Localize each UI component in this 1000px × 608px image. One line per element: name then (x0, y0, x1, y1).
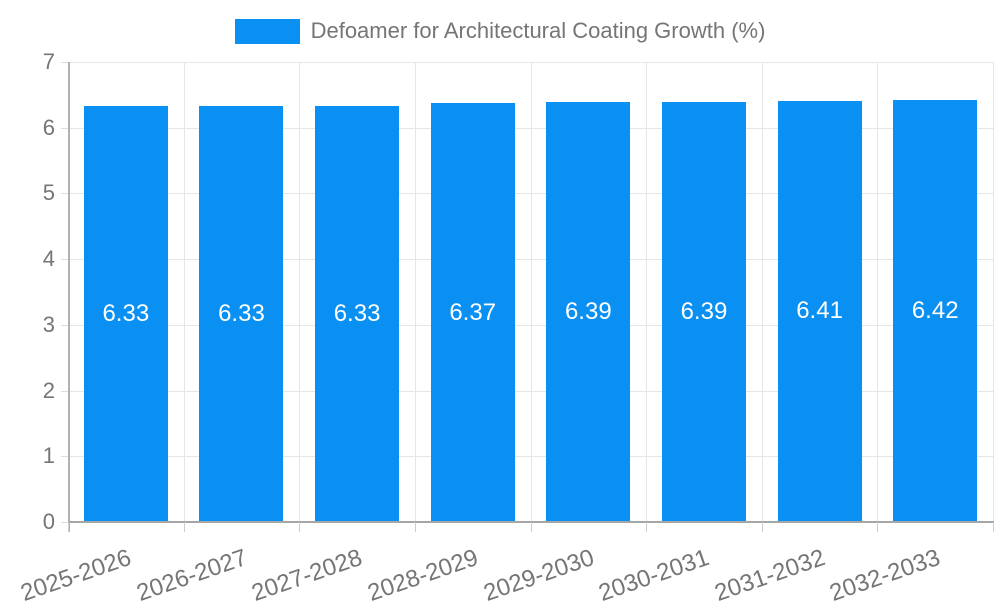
gridline-vertical (183, 62, 185, 522)
y-axis-tick (61, 193, 68, 195)
x-tick-label: 2028-2029 (364, 544, 482, 607)
y-tick-label: 5 (42, 180, 55, 206)
bar[interactable]: 6.37 (430, 103, 515, 522)
y-tick-label: 4 (42, 246, 55, 272)
x-axis-tick (414, 522, 416, 532)
x-axis-tick (646, 522, 648, 532)
gridline-vertical (761, 62, 763, 522)
bar[interactable]: 6.39 (546, 102, 631, 522)
x-axis-tick (68, 522, 69, 532)
y-axis-line (68, 62, 70, 532)
legend-label: Defoamer for Architectural Coating Growt… (310, 18, 766, 43)
x-tick-label: 2029-2030 (479, 544, 598, 607)
bar[interactable]: 6.41 (777, 100, 862, 522)
plot-area: 6.33 6.33 6.33 6.37 6.39 6.39 6.41 6.42 (68, 62, 994, 523)
y-axis-tick (61, 127, 68, 129)
legend-swatch (234, 18, 300, 44)
y-axis-tick (61, 390, 68, 392)
gridline-vertical (993, 62, 994, 522)
x-axis-labels: 2025-2026 2026-2027 2027-2028 2028-2029 2029… (0, 522, 1000, 607)
bar[interactable]: 6.39 (661, 102, 746, 522)
bar-value-label: 6.39 (564, 298, 612, 326)
y-tick-label: 6 (42, 114, 55, 140)
bar[interactable]: 6.33 (83, 106, 168, 522)
bar[interactable]: 6.42 (893, 100, 978, 522)
x-axis-tick (530, 522, 532, 532)
bar-value-label: 6.39 (680, 298, 728, 326)
bar-value-label: 6.41 (796, 297, 843, 325)
y-axis-tick (61, 456, 68, 458)
gridline-vertical (646, 62, 648, 522)
x-axis-tick (299, 522, 301, 532)
x-axis-tick (877, 522, 879, 532)
y-axis-tick (61, 522, 68, 523)
y-tick-label: 2 (42, 377, 55, 403)
x-axis-tick (993, 522, 994, 532)
x-tick-label: 2032-2033 (826, 544, 944, 607)
y-tick-label: 0 (42, 509, 55, 534)
x-tick-label: 2031-2032 (711, 544, 829, 607)
bar[interactable]: 6.33 (315, 106, 400, 522)
gridline-vertical (299, 62, 301, 522)
gridline-vertical (530, 62, 532, 522)
chart-legend: Defoamer for Architectural Coating Growt… (0, 16, 1000, 46)
x-tick-label: 2030-2031 (595, 544, 713, 607)
bar-value-label: 6.33 (333, 300, 381, 328)
bar-value-label: 6.42 (911, 297, 959, 325)
gridline-vertical (414, 62, 416, 522)
x-tick-label: 2027-2028 (248, 544, 366, 607)
y-tick-label: 7 (42, 49, 55, 74)
gridline-vertical (877, 62, 879, 522)
y-axis-tick (61, 324, 68, 326)
bar-value-label: 6.37 (449, 298, 497, 326)
y-axis-labels: 0 1 2 3 4 5 6 7 (0, 50, 55, 534)
y-tick-label: 1 (42, 443, 55, 469)
x-tick-label: 2025-2026 (17, 544, 135, 607)
x-axis-tick (183, 522, 185, 532)
bar-value-label: 6.33 (102, 300, 150, 328)
bar[interactable]: 6.33 (199, 106, 284, 522)
x-tick-label: 2026-2027 (132, 544, 251, 607)
x-axis-tick (761, 522, 763, 532)
y-axis-tick (61, 259, 68, 261)
y-axis-tick (61, 62, 68, 63)
y-tick-label: 3 (42, 311, 55, 337)
bar-value-label: 6.33 (218, 300, 265, 328)
